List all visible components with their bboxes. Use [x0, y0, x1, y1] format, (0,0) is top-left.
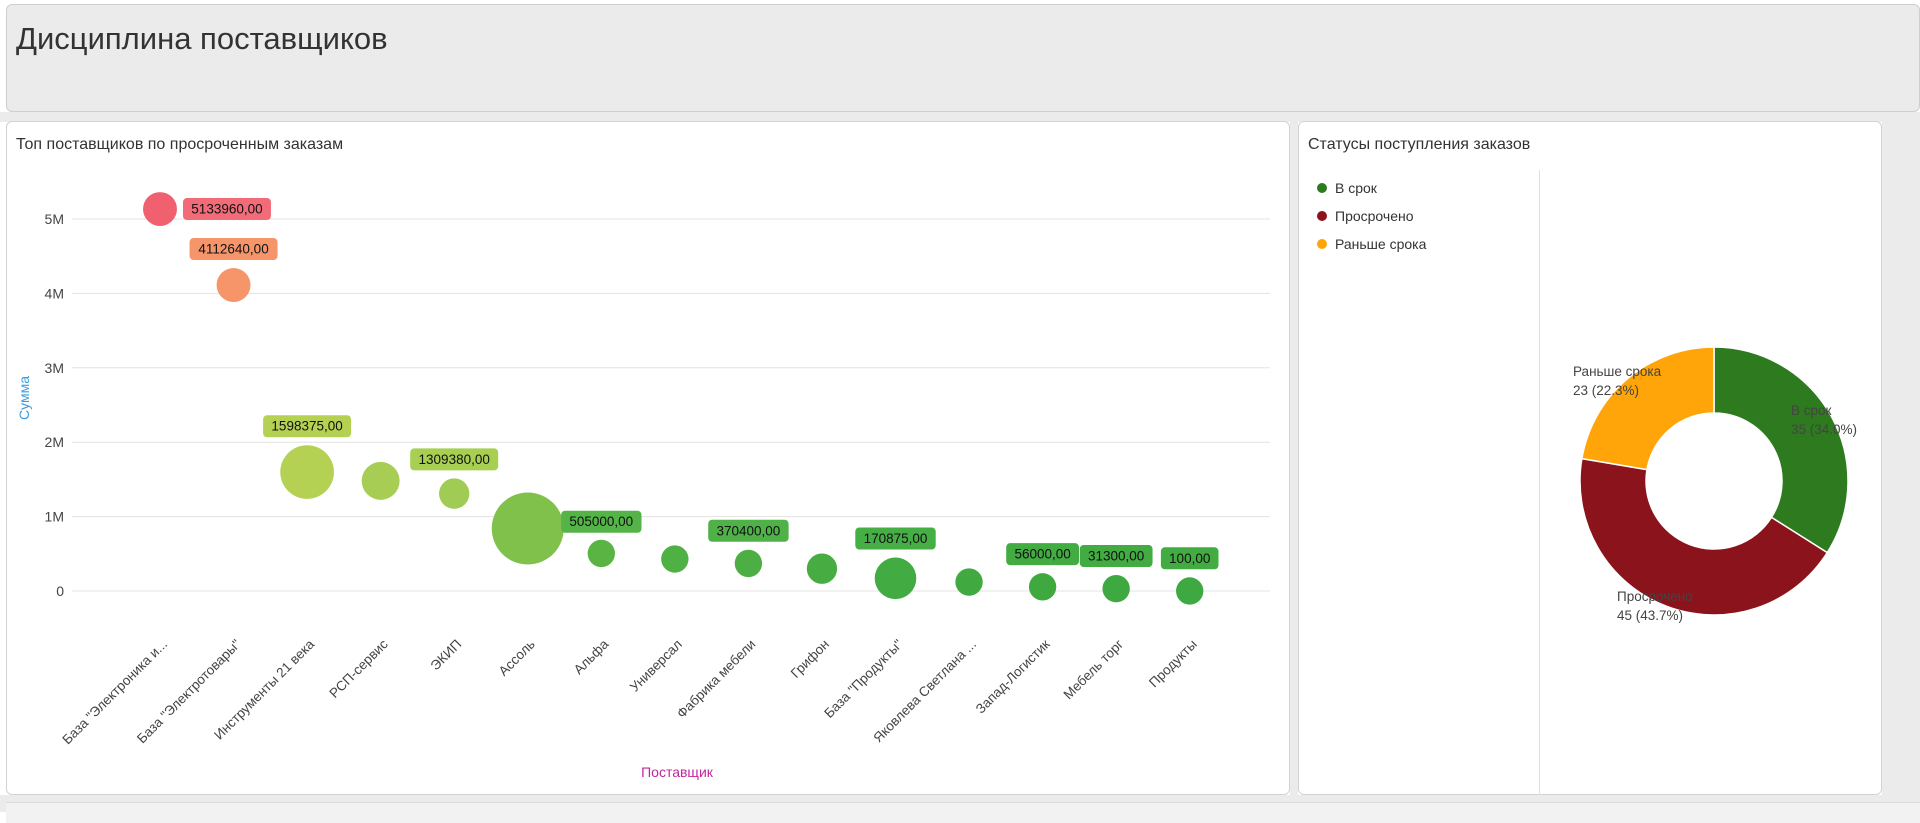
- bubble: [1176, 577, 1204, 605]
- x-axis-label: Поставщик: [641, 764, 714, 780]
- x-tick-label: Мебель торг: [1060, 636, 1126, 702]
- panel-gap: [1882, 121, 1920, 795]
- data-label-box: [561, 510, 642, 533]
- data-label: 56000,00: [1014, 547, 1070, 562]
- data-label: 505000,00: [569, 514, 633, 529]
- x-tick-label: Грифон: [788, 637, 832, 681]
- legend-label: Раньше срока: [1335, 236, 1427, 252]
- donut-chart[interactable]: В срок 35 (34.0%) Просрочено 45 (43.7%) Рань…: [1299, 122, 1883, 796]
- data-label: 4112640,00: [198, 242, 268, 257]
- data-label-box: [708, 519, 789, 542]
- bubble-chart-title: Топ поставщиков по просроченным заказам: [16, 136, 344, 153]
- bubble: [661, 545, 689, 573]
- bubble: [280, 445, 334, 499]
- x-tick-label: Альфа: [571, 636, 612, 677]
- data-label: 31300,00: [1088, 548, 1144, 563]
- bubble: [955, 568, 983, 596]
- legend-item[interactable]: Раньше срока: [1317, 230, 1426, 258]
- y-tick-label: 4M: [45, 285, 64, 301]
- slice-name-label: Просрочено: [1617, 589, 1693, 604]
- donut-slice: [1579, 457, 1829, 616]
- data-label-box: [182, 198, 271, 221]
- y-tick-label: 2M: [45, 434, 64, 450]
- data-label-box: [1079, 544, 1153, 567]
- slice-value-label: 23 (22.3%): [1573, 383, 1639, 398]
- data-label-box: [1006, 543, 1079, 566]
- data-label: 1598375,00: [271, 419, 342, 434]
- y-axis-label: Сумма: [16, 376, 32, 420]
- x-tick-label: Ассоль: [496, 637, 538, 679]
- page-title: Дисциплина поставщиков: [16, 21, 388, 56]
- bubble: [1102, 574, 1130, 603]
- legend-marker: [1317, 239, 1327, 249]
- bubble-chart-panel[interactable]: Топ поставщиков по просроченным заказам …: [6, 121, 1290, 795]
- x-tick-label: Продукты: [1146, 637, 1200, 691]
- bubble: [734, 549, 763, 578]
- bubble: [216, 268, 251, 302]
- bubble: [491, 492, 564, 565]
- bubble: [1028, 573, 1057, 601]
- y-tick-label: 5M: [45, 211, 64, 227]
- donut-legend: В срок Просрочено Раньше срока: [1317, 174, 1426, 258]
- bubble: [361, 461, 400, 500]
- slice-name-label: Раньше срока: [1573, 364, 1662, 379]
- data-label: 1309380,00: [419, 452, 490, 467]
- y-tick-label: 0: [56, 583, 64, 599]
- x-tick-label: Универсал: [627, 637, 685, 695]
- bubble: [874, 557, 917, 600]
- x-tick-label: Фабрика мебели: [674, 637, 759, 722]
- legend-marker: [1317, 183, 1327, 193]
- y-tick-label: 3M: [45, 360, 64, 376]
- donut-chart-panel[interactable]: Статусы поступления заказов В срок Просро…: [1298, 121, 1883, 800]
- bubble: [806, 553, 838, 584]
- legend-item[interactable]: В срок: [1317, 174, 1426, 202]
- x-tick-label: РСП-сервис: [326, 636, 391, 701]
- legend-item[interactable]: Просрочено: [1317, 202, 1426, 230]
- data-label: 370400,00: [716, 523, 780, 538]
- bubble: [143, 192, 177, 227]
- donut-slice: [1581, 346, 1715, 471]
- data-label: 5133960,00: [191, 202, 262, 217]
- donut-chart-title: Статусы поступления заказов: [1308, 136, 1531, 153]
- data-label-box: [189, 238, 278, 261]
- data-label-box: [410, 448, 499, 471]
- slice-name-label: В срок: [1791, 403, 1832, 418]
- panel-gap: [0, 112, 1920, 122]
- bubble: [587, 539, 615, 568]
- legend-label: Просрочено: [1335, 208, 1414, 224]
- data-label: 170875,00: [864, 531, 928, 546]
- page-header: Дисциплина поставщиков: [6, 4, 1920, 112]
- slice-value-label: 45 (43.7%): [1617, 608, 1683, 623]
- legend-label: В срок: [1335, 180, 1377, 196]
- data-label-box: [263, 415, 352, 438]
- y-tick-label: 1M: [45, 509, 64, 525]
- data-label-box: [1160, 547, 1219, 570]
- x-tick-label: База "Продукты": [821, 636, 905, 720]
- next-panel-edge: [6, 802, 1920, 823]
- data-label-box: [855, 527, 936, 550]
- data-label: 100,00: [1169, 551, 1210, 566]
- donut-slice: [1713, 346, 1849, 554]
- legend-divider: [1539, 170, 1540, 800]
- x-tick-label: ЭКИП: [428, 637, 465, 674]
- x-tick-label: Запад-Логистик: [973, 636, 1053, 716]
- panel-gap: [1290, 121, 1298, 795]
- legend-marker: [1317, 211, 1327, 221]
- slice-value-label: 35 (34.0%): [1791, 422, 1857, 437]
- bubble: [439, 478, 470, 509]
